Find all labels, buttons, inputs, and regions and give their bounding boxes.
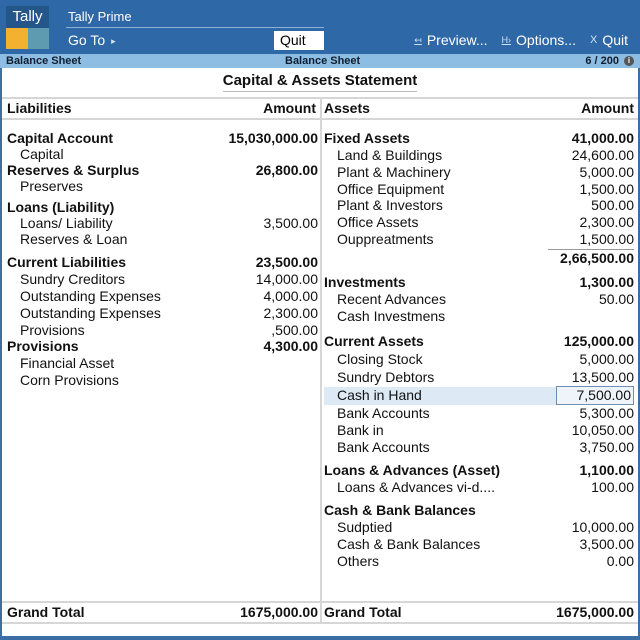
liability-row[interactable]: Preserves [20,178,84,194]
liability-row[interactable]: Reserves & Surplus 26,800.00 [7,162,318,178]
asset-row[interactable]: Land & Buildings 24,600.00 [337,147,634,163]
asset-row[interactable]: Fixed Assets 41,000.00 [324,130,634,146]
asset-row-selected[interactable]: Cash in Hand 7,500.00 [324,386,634,405]
liability-row[interactable]: Loans (Liability) [7,199,115,215]
goto-label: Go To [68,32,106,48]
asset-row[interactable]: Bank in 10,050.00 [337,422,634,438]
goto-menu[interactable]: Go To ▸ [68,32,116,48]
caret-right-icon: ▸ [111,36,116,46]
asset-row[interactable]: Recent Advances 50.00 [337,291,634,307]
statement-title: Capital & Assets Statement [2,72,638,92]
asset-row[interactable]: Cash Investmens [337,308,446,324]
column-divider [320,98,322,623]
asset-row[interactable]: Ouppreatments 1,500.00 [337,231,634,247]
quit-button[interactable]: X Quit [590,32,628,48]
selected-amount-cell[interactable]: 7,500.00 [555,386,634,405]
subtotal-line [548,249,634,250]
report-name-left: Balance Sheet [6,55,82,67]
liability-row[interactable]: Current Liabilities 23,500.00 [7,254,318,270]
preview-label: Preview... [426,32,488,48]
asset-row[interactable]: Closing Stock 5,000.00 [337,351,634,367]
page-indicator: 6 / 200 i [585,54,634,68]
grand-total-top-line [2,601,638,603]
report-bar: Balance Sheet Balance Sheet 6 / 200 i [0,54,640,68]
command-input[interactable]: Quit [274,31,324,50]
logo-text: Tally [6,6,49,28]
liability-row[interactable]: Loans/ Liability 3,500.00 [20,215,318,231]
grand-total-bottom-line [2,622,638,624]
options-label: Options... [516,32,576,48]
liability-row[interactable]: Corn Provisions [20,372,119,388]
assets-amount-header: Amount [581,100,634,116]
asset-row[interactable]: Office Equipment 1,500.00 [337,181,634,197]
assets-header: Assets [324,100,370,116]
options-icon: H› [501,35,512,45]
liability-row[interactable]: Provisions 4,300.00 [7,338,318,354]
asset-subtotal-row: 2,66,500.00 [560,250,634,266]
asset-row[interactable]: Cash & Bank Balances 3,500.00 [337,536,634,552]
assets-grand-total: Grand Total 1675,000.00 [324,604,634,620]
liability-row[interactable]: Outstanding Expenses 2,300.00 [20,305,318,321]
liability-row[interactable]: Sundry Creditors 14,000.00 [20,271,318,287]
action-buttons: ↤ Preview... H› Options... X Quit [414,32,628,48]
liability-row[interactable]: Reserves & Loan [20,231,128,247]
asset-row[interactable]: Sudptied 10,000.00 [337,519,634,535]
info-icon[interactable]: i [624,56,634,66]
liability-row[interactable]: Outstanding Expenses 4,000.00 [20,288,318,304]
asset-row[interactable]: Bank Accounts 3,750.00 [337,439,634,455]
preview-button[interactable]: ↤ Preview... [414,32,487,48]
asset-row[interactable]: Cash & Bank Balances [324,502,476,518]
logo-yellow-block [6,28,28,49]
asset-row[interactable]: Sundry Debtors 13,500.00 [337,369,634,385]
asset-row[interactable]: Plant & Investors 500.00 [337,197,634,213]
liabilities-amount-header: Amount [263,100,316,116]
liability-row[interactable]: Financial Asset [20,355,115,371]
page-count: 6 / 200 [585,55,619,67]
asset-row[interactable]: Bank Accounts 5,300.00 [337,405,634,421]
close-icon: X [589,34,598,46]
liability-row[interactable]: Provisions ,500.00 [20,322,318,338]
report-name-center: Balance Sheet [285,55,361,67]
asset-row[interactable]: Loans & Advances vi-d.... 100.00 [337,479,634,495]
asset-row[interactable]: Others 0.00 [337,553,634,569]
title-bar: Tally Tally Prime Go To ▸ Quit ↤ Preview.… [0,0,640,54]
liability-row[interactable]: Capital [20,146,64,162]
app-title: Tally Prime [68,9,132,24]
title-divider [66,27,324,28]
balance-sheet-panel: Capital & Assets Statement Liabilities A… [2,68,638,636]
asset-row[interactable]: Current Assets 125,000.00 [324,333,634,349]
asset-row[interactable]: Investments 1,300.00 [324,274,634,290]
liabilities-header: Liabilities [7,100,72,116]
logo-teal-block [28,28,49,49]
asset-row[interactable]: Office Assets 2,300.00 [337,214,634,230]
options-button[interactable]: H› Options... [502,32,576,48]
asset-row[interactable]: Plant & Machinery 5,000.00 [337,164,634,180]
quit-label: Quit [602,32,628,48]
liability-row[interactable]: Capital Account 15,030,000.00 [7,130,318,146]
preview-icon: ↤ [414,34,422,45]
tally-logo: Tally [6,6,49,49]
liabilities-grand-total: Grand Total 1675,000.00 [7,604,318,620]
asset-row[interactable]: Loans & Advances (Asset) 1,100.00 [324,462,634,478]
